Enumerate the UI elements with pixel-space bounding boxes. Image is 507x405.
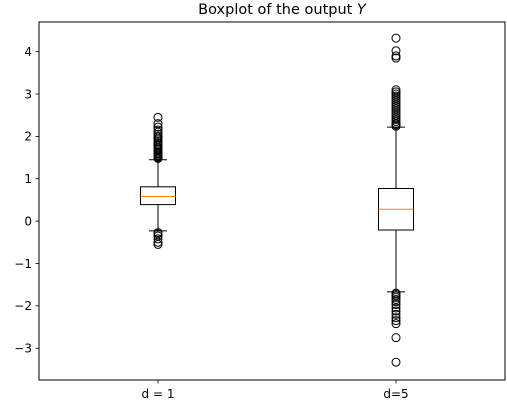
outlier-point <box>391 309 401 319</box>
outlier-point <box>391 53 401 63</box>
outlier-point <box>391 91 401 101</box>
y-tick-label: 4 <box>24 45 32 59</box>
outlier-point <box>153 122 163 132</box>
outlier-point <box>391 295 401 305</box>
outlier-point <box>391 51 401 61</box>
outlier-point <box>391 333 401 343</box>
outlier-point <box>391 319 401 329</box>
outlier-point <box>391 33 401 43</box>
x-tick-label: d=5 <box>383 387 408 401</box>
y-tick-label: −2 <box>14 299 32 313</box>
outlier-point <box>153 228 163 238</box>
outlier-point <box>153 231 163 241</box>
y-tick-label: 3 <box>24 87 32 101</box>
outlier-point <box>153 112 163 122</box>
outlier-point <box>153 131 163 141</box>
box-iqr <box>140 186 176 206</box>
plot-area: −3 −2 −1 0 1 2 3 4 d = 1 d=5 <box>14 33 414 401</box>
chart-title: Boxplot of the output Y <box>198 2 367 18</box>
x-tick-label: d = 1 <box>142 387 175 401</box>
outlier-point <box>153 129 163 139</box>
outlier-point <box>391 85 401 95</box>
y-tick-label: −3 <box>14 342 32 356</box>
outlier-point <box>391 89 401 99</box>
outlier-point <box>391 87 401 97</box>
outlier-point <box>391 357 401 367</box>
y-tick-label: 0 <box>24 214 32 228</box>
outlier-point <box>391 313 401 323</box>
outlier-point <box>391 288 401 298</box>
y-tick-label: 2 <box>24 130 32 144</box>
outlier-point <box>391 316 401 326</box>
outlier-point <box>153 125 163 135</box>
y-tick-label: −1 <box>14 257 32 271</box>
outlier-point <box>391 46 401 56</box>
outlier-point <box>153 119 163 129</box>
y-tick-label: 1 <box>24 172 32 186</box>
outlier-point <box>153 234 163 244</box>
outlier-point <box>391 300 401 310</box>
axes-frame <box>38 21 506 381</box>
outlier-point <box>391 306 401 316</box>
